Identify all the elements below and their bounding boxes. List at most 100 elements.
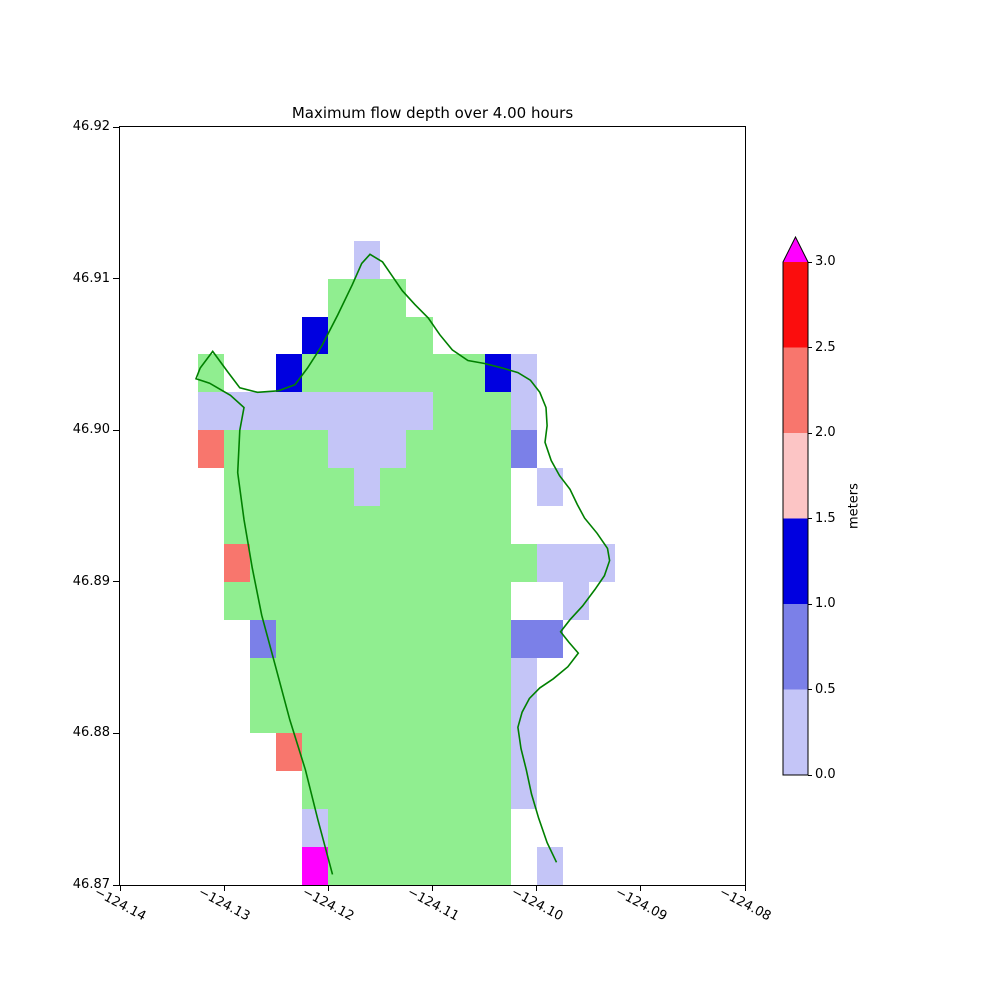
heatmap-cell [485, 771, 511, 809]
heatmap-cell [485, 354, 511, 392]
heatmap-cell [485, 506, 511, 544]
x-tick-mark [536, 886, 538, 891]
heatmap-cell [354, 809, 380, 847]
heatmap-cell [380, 847, 406, 885]
colorbar-over-arrow [783, 237, 808, 262]
heatmap-cell [328, 620, 354, 658]
heatmap-cell [198, 392, 224, 430]
heatmap-cell [328, 582, 354, 620]
x-tick-mark [327, 886, 329, 891]
colorbar-tick-mark [808, 432, 812, 434]
heatmap-cell [433, 506, 459, 544]
y-tick-label: 46.88 [72, 725, 110, 741]
heatmap-cell [380, 354, 406, 392]
chart-title: Maximum flow depth over 4.00 hours [291, 104, 574, 122]
heatmap-cell [511, 354, 537, 392]
y-tick-label: 46.91 [72, 270, 110, 286]
heatmap-cell [406, 430, 433, 468]
colorbar-tick-mark [808, 518, 812, 519]
heatmap-cell [302, 468, 328, 506]
heatmap-cell [511, 771, 537, 809]
heatmap-cell [459, 354, 485, 392]
heatmap-cell [328, 279, 354, 317]
colorbar-tick-label: 1.5 [815, 510, 836, 526]
heatmap-cell [354, 317, 380, 354]
heatmap-cell [459, 506, 485, 544]
heatmap-cell [406, 582, 433, 620]
heatmap-cell [276, 544, 302, 582]
colorbar [782, 235, 809, 776]
heatmap-cell [250, 696, 276, 733]
heatmap-cell [485, 620, 511, 658]
heatmap-cell [302, 733, 328, 771]
heatmap-cell [302, 354, 328, 392]
heatmap-cell [406, 392, 433, 430]
heatmap-cell [354, 279, 380, 317]
heatmap-cell [485, 582, 511, 620]
heatmap-cell [380, 620, 406, 658]
heatmap-cell [433, 847, 459, 885]
heatmap-cell [511, 733, 537, 771]
heatmap-cell [406, 696, 433, 733]
heatmap-cell [433, 809, 459, 847]
heatmap-cell [589, 544, 615, 582]
y-tick-mark [113, 732, 119, 734]
heatmap-cell [459, 582, 485, 620]
heatmap-cell [354, 506, 380, 544]
heatmap-cell [459, 430, 485, 468]
heatmap-cell [302, 620, 328, 658]
colorbar-tick-label: 1.0 [815, 596, 836, 611]
heatmap-cell [511, 392, 537, 430]
heatmap-cell [433, 392, 459, 430]
colorbar-tick-label: 0.0 [815, 767, 836, 782]
colorbar-tick-mark [808, 347, 812, 348]
heatmap-cell [511, 696, 537, 733]
heatmap-cell [433, 658, 459, 696]
heatmap-cell [302, 771, 328, 809]
heatmap-cell [537, 847, 563, 885]
y-tick-mark [113, 126, 119, 128]
heatmap-cell [302, 544, 328, 582]
heatmap-cell [250, 392, 276, 430]
heatmap-cell [354, 468, 380, 506]
heatmap-cell [406, 658, 433, 696]
heatmap-cell [276, 354, 302, 392]
heatmap-cell [380, 696, 406, 733]
y-tick-label: 46.87 [72, 877, 110, 892]
colorbar-tick-mark [808, 774, 812, 776]
heatmap-cell [485, 430, 511, 468]
heatmap-cell [224, 468, 250, 506]
colorbar-segment [783, 262, 808, 348]
heatmap-cell [511, 430, 537, 468]
y-tick-mark [113, 429, 119, 431]
heatmap-cell [380, 392, 406, 430]
colorbar-segment [783, 518, 808, 604]
x-tick-mark [640, 886, 642, 891]
heatmap-cell [328, 771, 354, 809]
heatmap-cell [380, 658, 406, 696]
colorbar-tick-mark [808, 603, 812, 605]
heatmap-cell [485, 733, 511, 771]
heatmap-cell [224, 430, 250, 468]
heatmap-cell [380, 317, 406, 354]
heatmap-cell [354, 582, 380, 620]
x-tick-mark [432, 886, 433, 891]
colorbar-segment [783, 689, 808, 775]
heatmap-cell [459, 544, 485, 582]
heatmap-cell [433, 430, 459, 468]
y-tick-label: 46.89 [72, 573, 110, 589]
heatmap-cell [302, 506, 328, 544]
heatmap-cell [406, 809, 433, 847]
heatmap-cell [459, 468, 485, 506]
heatmap-cell [354, 696, 380, 733]
heatmap-cell [406, 771, 433, 809]
heatmap-cell [485, 468, 511, 506]
y-tick-mark [113, 884, 119, 886]
heatmap-cell [406, 733, 433, 771]
heatmap-cell [406, 354, 433, 392]
heatmap-cell [459, 696, 485, 733]
colorbar-segment [783, 433, 808, 519]
heatmap-cell [354, 658, 380, 696]
heatmap-cell [302, 317, 328, 354]
